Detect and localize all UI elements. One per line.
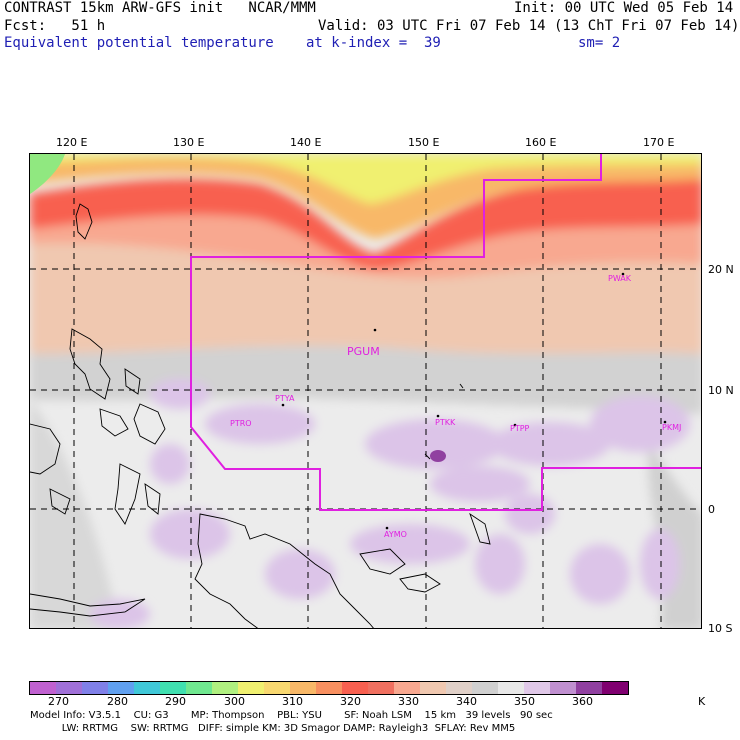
lat-label-0: 0 bbox=[708, 503, 715, 516]
map-canvas bbox=[30, 154, 701, 628]
colorbar-swatch bbox=[368, 682, 394, 694]
model-info-line1: Model Info: V3.5.1 CU: G3 MP: Thompson P… bbox=[30, 710, 553, 721]
station-pgum: PGUM bbox=[347, 345, 380, 358]
colorbar-swatch bbox=[290, 682, 316, 694]
station-pkmj: PKMJ bbox=[662, 423, 682, 432]
forecast-hour: Fcst: 51 h bbox=[4, 18, 106, 34]
colorbar-label-290: 290 bbox=[165, 695, 186, 708]
colorbar-label-280: 280 bbox=[107, 695, 128, 708]
colorbar-label-330: 330 bbox=[398, 695, 419, 708]
init-time: Init: 00 UTC Wed 05 Feb 14 bbox=[514, 0, 734, 16]
colorbar-swatch bbox=[134, 682, 160, 694]
station-ptkk: PTKK bbox=[435, 418, 456, 427]
lat-label-10n: 10 N bbox=[708, 384, 734, 397]
lon-label-140: 140 E bbox=[290, 136, 322, 149]
colorbar-swatch bbox=[446, 682, 472, 694]
fir-boundary-line bbox=[190, 154, 701, 511]
colorbar-label-310: 310 bbox=[282, 695, 303, 708]
station-pwak: PWAK bbox=[608, 274, 632, 283]
colorbar-swatch bbox=[212, 682, 238, 694]
colorbar-swatch bbox=[524, 682, 550, 694]
colorbar-swatch bbox=[186, 682, 212, 694]
colorbar-label-360: 360 bbox=[572, 695, 593, 708]
station-ptpp: PTPP bbox=[510, 424, 530, 433]
colorbar-swatch bbox=[56, 682, 82, 694]
station-aymo: AYMO bbox=[384, 530, 407, 539]
cold-air-corner bbox=[30, 154, 65, 194]
lon-label-160: 160 E bbox=[525, 136, 557, 149]
colorbar-label-320: 320 bbox=[340, 695, 361, 708]
lon-label-120: 120 E bbox=[56, 136, 88, 149]
level-index: at k-index = 39 bbox=[306, 35, 441, 51]
theta-e-bands bbox=[30, 154, 701, 628]
colorbar-swatch bbox=[30, 682, 56, 694]
coastlines bbox=[30, 203, 491, 628]
colorbar-label-270: 270 bbox=[48, 695, 69, 708]
colorbar-swatch bbox=[238, 682, 264, 694]
smoothing: sm= 2 bbox=[578, 35, 621, 51]
lat-label-10s: 10 S bbox=[708, 622, 733, 635]
colorbar-swatch bbox=[550, 682, 576, 694]
colorbar-swatch bbox=[342, 682, 368, 694]
valid-time: Valid: 03 UTC Fri 07 Feb 14 (13 ChT Fri … bbox=[318, 18, 740, 34]
colorbar-label-350: 350 bbox=[514, 695, 535, 708]
lon-label-170: 170 E bbox=[643, 136, 675, 149]
colorbar-swatch bbox=[472, 682, 498, 694]
colorbar-unit: K bbox=[698, 695, 706, 708]
model-info-line2: LW: RRTMG SW: RRTMG DIFF: simple KM: 3D … bbox=[30, 723, 516, 734]
model-title: CONTRAST 15km ARW-GFS init NCAR/MMM bbox=[4, 0, 316, 16]
colorbar-swatch bbox=[108, 682, 134, 694]
station-dots bbox=[281, 272, 667, 530]
lat-label-20n: 20 N bbox=[708, 263, 734, 276]
colorbar-swatch bbox=[498, 682, 524, 694]
station-ptro: PTRO bbox=[230, 419, 252, 428]
lon-label-130: 130 E bbox=[173, 136, 205, 149]
colorbar-swatch bbox=[394, 682, 420, 694]
colorbar bbox=[29, 681, 629, 695]
station-ptya: PTYA bbox=[275, 394, 295, 403]
colorbar-swatch bbox=[576, 682, 602, 694]
theta-e-map: PGUM PTYA PTRO PTKK PTPP PKMJ PWAK AYMO bbox=[29, 153, 702, 629]
colorbar-swatch bbox=[316, 682, 342, 694]
colorbar-swatch bbox=[82, 682, 108, 694]
lon-label-150: 150 E bbox=[408, 136, 440, 149]
colorbar-label-340: 340 bbox=[456, 695, 477, 708]
field-name: Equivalent potential temperature bbox=[4, 35, 274, 51]
lat-lon-grid bbox=[30, 154, 701, 628]
colorbar-swatch bbox=[160, 682, 186, 694]
colorbar-swatch bbox=[602, 682, 628, 694]
colorbar-swatch bbox=[264, 682, 290, 694]
max-theta-e-spot bbox=[430, 450, 446, 462]
colorbar-swatch bbox=[420, 682, 446, 694]
colorbar-label-300: 300 bbox=[224, 695, 245, 708]
